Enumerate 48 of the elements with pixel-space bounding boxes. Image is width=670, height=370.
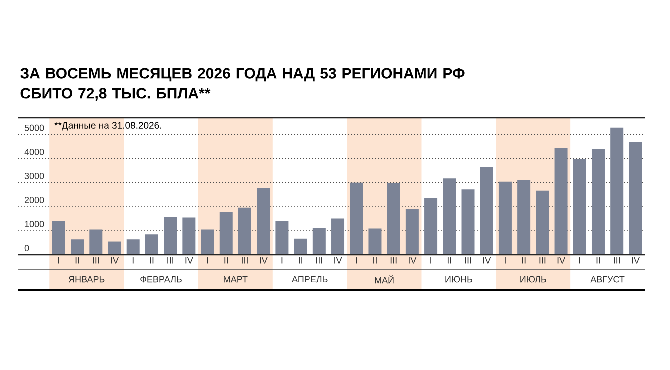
x-tick-label: I (207, 258, 208, 264)
x-tick-label: IV (334, 258, 342, 264)
x-tick-label: II (448, 258, 452, 264)
y-tick-label: 5000 (24, 124, 44, 132)
text: ИЮНЬ (446, 276, 472, 283)
x-tick-label: I (282, 258, 283, 264)
x-tick-label: II (522, 258, 526, 264)
x-tick-label: II (596, 258, 600, 264)
x-tick-label: I (579, 258, 580, 264)
y-tick-label: 3000 (24, 172, 44, 180)
x-tick-label: I (505, 258, 506, 264)
x-tick-label: IV (186, 258, 194, 264)
chart-title: ЗА ВОСЕМЬ МЕСЯЦЕВ 2026 ГОДА НАД 53 РЕГИОНАМИ РФ СБИТО 72,8 ТЫС. БПЛА** (20, 68, 465, 101)
x-tick-label: III (242, 258, 248, 264)
x-tick-label: III (93, 258, 100, 264)
x-tick-label: IV (409, 258, 417, 264)
x-tick-label: IV (111, 258, 119, 264)
y-tick-label: 2000 (24, 197, 44, 204)
x-tick-label: I (58, 258, 60, 264)
x-tick-label: I (356, 258, 358, 264)
x-tick-label: III (390, 258, 397, 264)
text: МАЙ (375, 275, 394, 284)
text: ИЮЛЬ (520, 276, 546, 283)
text: ЯНВАРЬ (68, 276, 105, 283)
x-tick-label: III (316, 258, 322, 264)
x-tick-label: I (132, 258, 134, 264)
x-tick-label: II (76, 258, 80, 264)
annotation: **Данные на 31.08.2026. (54, 122, 162, 131)
text: АВГУСТ (590, 276, 625, 283)
y-tick-label: 0 (24, 245, 30, 252)
x-tick-label: IV (260, 258, 268, 264)
text: МАРТ (224, 276, 248, 283)
x-tick-label: I (430, 258, 432, 264)
y-tick-label: 4000 (24, 148, 44, 156)
x-tick-label: II (374, 258, 377, 264)
x-tick-label: IV (632, 258, 640, 264)
text: АПРЕЛЬ (292, 276, 328, 283)
x-tick-label: II (224, 258, 228, 264)
y-tick-label: 1000 (25, 221, 44, 228)
x-tick-label: II (299, 258, 302, 264)
x-tick-label: IV (483, 258, 492, 264)
x-tick-label: II (150, 258, 154, 264)
x-tick-label: III (540, 258, 546, 264)
x-tick-label: III (168, 258, 174, 264)
x-tick-label: IV (558, 258, 566, 264)
text: ФЕВРАЛЬ (140, 276, 182, 283)
x-tick-label: III (614, 258, 620, 264)
x-tick-label: III (465, 258, 472, 264)
